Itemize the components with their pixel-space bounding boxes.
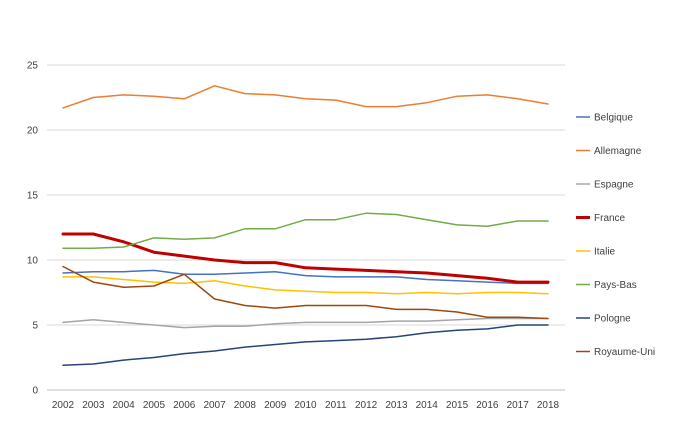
x-tick-label: 2010 [294,400,317,411]
x-tick-label: 2017 [507,400,530,411]
x-tick-label: 2008 [234,400,257,411]
x-tick-label: 2009 [264,400,287,411]
series-line-france [61,232,550,284]
x-tick-label: 2014 [416,400,439,411]
legend-label: France [594,213,626,224]
series-line-espagne [62,317,549,329]
y-tick-label: 0 [32,386,38,397]
legend-label: Allemagne [594,146,642,157]
x-tick-label: 2016 [476,400,499,411]
x-tick-label: 2005 [143,400,166,411]
legend-label: Royaume-Uni [594,347,655,358]
series-line-pays-bas [62,212,549,250]
legend: Belgique Allemagne Espagne France Italie Pays… [576,113,655,358]
legend-label: Italie [594,247,616,258]
legend-label: Belgique [594,113,633,124]
y-tick-label: 25 [27,61,39,72]
x-tick-label: 2004 [113,400,136,411]
x-tick-label: 2007 [203,400,226,411]
series-line-pologne [62,324,549,367]
x-tick-label: 2013 [385,400,408,411]
legend-label: Pays-Bas [594,280,637,291]
x-tick-label: 2012 [355,400,378,411]
y-tick-label: 5 [32,321,38,332]
x-tick-label: 2015 [446,400,469,411]
series-line-italie [62,276,549,295]
series-lines [61,85,550,367]
series-line-belgique [62,269,549,285]
x-tick-label: 2011 [325,400,347,411]
series-line-royaume-uni [62,265,549,320]
y-tick-label: 20 [27,126,39,137]
axes: 0 5 10 15 20 25 2002 2003 2004 2005 2006 2007 2008 20… [27,61,560,412]
legend-label: Espagne [594,180,634,191]
gridlines [47,64,565,391]
x-tick-label: 2006 [173,400,196,411]
x-tick-label: 2002 [52,400,75,411]
y-tick-label: 10 [27,256,39,267]
y-tick-label: 15 [27,191,39,202]
x-tick-label: 2003 [82,400,105,411]
legend-label: Pologne [594,314,631,325]
series-line-allemagne [62,85,549,109]
x-tick-label: 2018 [537,400,560,411]
